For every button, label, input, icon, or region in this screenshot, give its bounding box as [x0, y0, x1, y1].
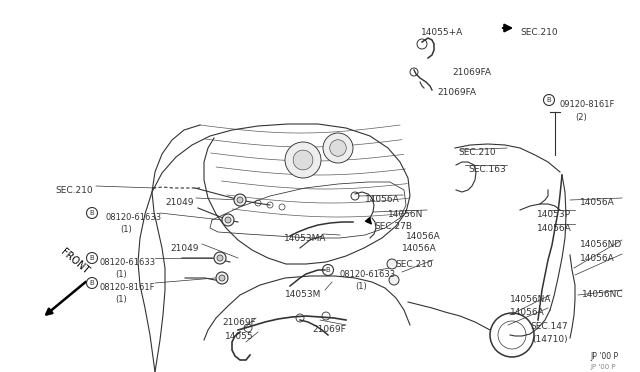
Text: SEC.210: SEC.210 [55, 186, 93, 195]
Text: SEC.27B: SEC.27B [374, 222, 412, 231]
Text: 14053P: 14053P [537, 210, 571, 219]
Text: (1): (1) [115, 295, 127, 304]
Text: 14056A: 14056A [537, 224, 572, 233]
Text: 21049: 21049 [165, 198, 193, 207]
Text: 14056A: 14056A [406, 232, 441, 241]
Circle shape [234, 194, 246, 206]
Circle shape [225, 217, 231, 223]
Circle shape [285, 142, 321, 178]
Text: 09120-8161F: 09120-8161F [560, 100, 616, 109]
Text: B: B [90, 210, 94, 216]
Text: 08120-61633: 08120-61633 [105, 213, 161, 222]
Circle shape [237, 197, 243, 203]
Text: 21069F: 21069F [312, 325, 346, 334]
Text: 14056A: 14056A [580, 198, 615, 207]
Text: (1): (1) [355, 282, 367, 291]
Circle shape [214, 252, 226, 264]
Text: SEC.163: SEC.163 [468, 165, 506, 174]
Circle shape [293, 150, 313, 170]
Circle shape [389, 275, 399, 285]
Text: 14056NA: 14056NA [510, 295, 552, 304]
Text: 08120-8161F: 08120-8161F [100, 283, 156, 292]
Text: (14710): (14710) [532, 335, 568, 344]
Text: 08120-61633: 08120-61633 [340, 270, 396, 279]
Text: B: B [90, 280, 94, 286]
Text: 14056A: 14056A [365, 195, 400, 204]
Text: 21069FA: 21069FA [452, 68, 491, 77]
Text: SEC.210: SEC.210 [395, 260, 433, 269]
Text: 14053MA: 14053MA [284, 234, 326, 243]
Text: B: B [326, 267, 330, 273]
Circle shape [330, 140, 346, 156]
Circle shape [216, 272, 228, 284]
Text: FRONT: FRONT [59, 247, 91, 276]
Text: B: B [547, 97, 552, 103]
Text: SEC.210: SEC.210 [520, 28, 557, 37]
Text: SEC.147: SEC.147 [530, 322, 568, 331]
Text: (1): (1) [115, 270, 127, 279]
Text: 14056A: 14056A [402, 244, 436, 253]
Text: 14056N: 14056N [388, 210, 424, 219]
Text: 14053M: 14053M [285, 290, 321, 299]
Text: SEC.210: SEC.210 [458, 148, 495, 157]
Circle shape [222, 214, 234, 226]
Text: 14056A: 14056A [580, 254, 615, 263]
Text: (2): (2) [575, 113, 587, 122]
Text: 14056A: 14056A [510, 308, 545, 317]
Text: JP '00 P: JP '00 P [590, 364, 616, 370]
Text: 21069FA: 21069FA [437, 88, 476, 97]
Text: 21069F: 21069F [222, 318, 256, 327]
Text: 21049: 21049 [170, 244, 198, 253]
Circle shape [387, 259, 397, 269]
Text: JP '00 P: JP '00 P [590, 352, 618, 361]
Text: 08120-61633: 08120-61633 [100, 258, 156, 267]
Circle shape [219, 275, 225, 281]
Text: 14055: 14055 [225, 332, 253, 341]
Circle shape [323, 133, 353, 163]
Text: (1): (1) [120, 225, 132, 234]
Circle shape [217, 255, 223, 261]
Text: 14055+A: 14055+A [421, 28, 463, 37]
Text: 14056NC: 14056NC [582, 290, 623, 299]
Text: 14056ND: 14056ND [580, 240, 622, 249]
Text: B: B [90, 255, 94, 261]
